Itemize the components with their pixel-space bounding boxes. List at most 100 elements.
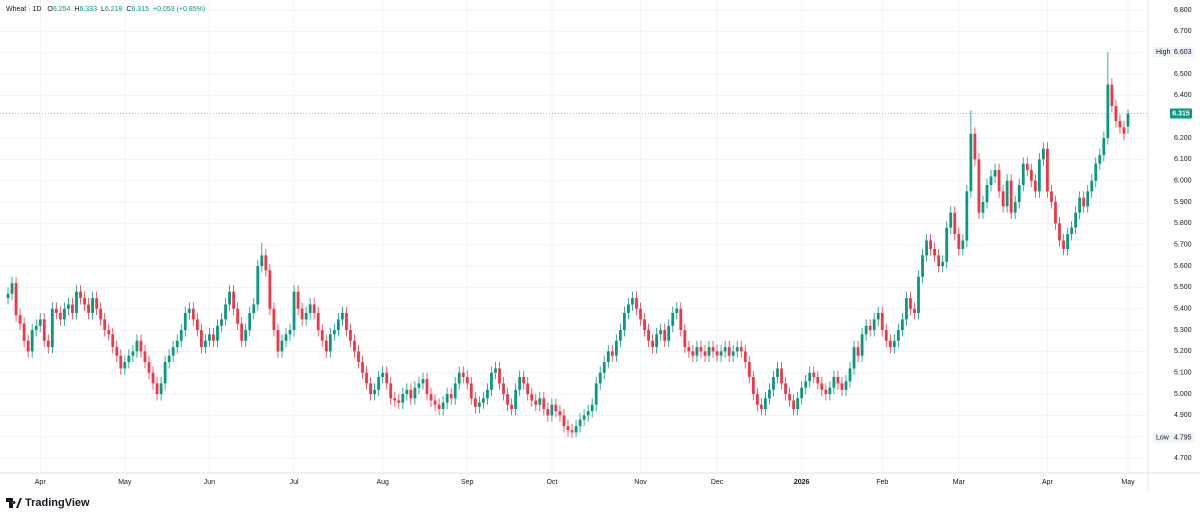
candle-body <box>808 372 812 382</box>
candle-body <box>945 227 949 262</box>
ohlc-prefix: L <box>100 6 105 13</box>
candle-body <box>240 323 244 341</box>
candle-body <box>220 319 223 326</box>
candle-body <box>558 411 562 416</box>
candle-body <box>598 372 602 384</box>
candle-body <box>953 212 957 235</box>
candle-body <box>663 330 667 341</box>
candle-body <box>514 389 518 409</box>
candle-body <box>759 404 763 409</box>
candle-body <box>288 330 292 335</box>
candle-body <box>578 419 582 427</box>
candle-body <box>864 325 868 335</box>
candle-body <box>977 159 981 213</box>
x-tick-label: Jul <box>290 479 299 486</box>
candle-body <box>1050 191 1053 203</box>
candle-body <box>913 308 916 313</box>
candle-body <box>457 372 461 384</box>
candle-body <box>30 330 34 352</box>
candle-body <box>715 351 719 356</box>
candle-body <box>437 404 441 409</box>
candle-body <box>659 330 663 335</box>
candle-body <box>494 368 497 373</box>
candle-body <box>71 304 74 313</box>
candle-body <box>981 202 985 213</box>
candle-body <box>42 319 46 341</box>
candle-body <box>691 351 695 356</box>
y-tick-label: 6.100 <box>1174 156 1192 163</box>
candle-body <box>969 133 973 192</box>
candle-body <box>832 376 836 388</box>
last-price-label: 6.315 <box>1172 110 1190 117</box>
candle-body <box>852 347 856 369</box>
candle-body <box>550 404 554 416</box>
candle-body <box>836 376 840 384</box>
candle-body <box>526 383 530 395</box>
high-marker-box <box>1153 47 1195 58</box>
candle-body <box>377 376 381 390</box>
candle-body <box>397 400 401 403</box>
candle-body <box>167 355 171 363</box>
candle-body <box>582 415 586 420</box>
x-tick-label: Feb <box>876 479 888 486</box>
ohlc-prefix: C <box>126 6 132 13</box>
candle-body <box>884 330 888 341</box>
candle-body <box>256 266 260 305</box>
candle-body <box>631 298 634 305</box>
candle-body <box>260 255 264 267</box>
candle-body <box>522 376 526 384</box>
x-tick-label: Mar <box>953 479 966 486</box>
y-tick-label: 5.000 <box>1174 391 1192 398</box>
candle-body <box>1094 163 1098 181</box>
candle-body <box>292 291 296 331</box>
candle-body <box>441 402 445 409</box>
logo[interactable]: TradingView <box>6 497 90 509</box>
x-tick-label: Jun <box>204 479 215 486</box>
candle-body <box>1066 234 1069 249</box>
candle-body <box>695 347 699 356</box>
candle-body <box>888 340 892 348</box>
candle-body <box>518 376 522 390</box>
candle-body <box>1058 223 1061 241</box>
candle-body <box>445 394 449 403</box>
candle-body <box>1122 127 1126 134</box>
candle-body <box>880 312 884 331</box>
candle-body <box>1114 106 1118 121</box>
candle-body <box>224 304 227 320</box>
candle-body <box>268 270 272 309</box>
candle-body <box>477 402 481 407</box>
candle-body <box>747 362 751 377</box>
candle-body <box>481 398 485 403</box>
candle-body <box>216 325 219 341</box>
candle-body <box>739 347 743 352</box>
candle-body <box>1009 180 1013 213</box>
candle-body <box>179 330 183 341</box>
candle-body <box>473 398 477 407</box>
candle-body <box>909 298 912 309</box>
candle-body <box>490 372 493 390</box>
logo-text: TradingView <box>25 497 90 509</box>
candle-body <box>1074 212 1078 228</box>
candle-body <box>1126 113 1130 127</box>
candle-body <box>1098 155 1102 164</box>
candle-body <box>780 368 783 384</box>
candle-body <box>38 319 42 326</box>
candle-body <box>586 411 590 416</box>
candle-body <box>365 372 368 384</box>
candle-body <box>921 255 924 277</box>
candle-body <box>155 383 159 395</box>
candle-body <box>764 398 767 409</box>
candle-body <box>949 212 953 228</box>
candle-body <box>627 304 630 313</box>
candle-body <box>300 308 304 320</box>
candle-body <box>135 340 139 352</box>
candle-body <box>1033 180 1037 192</box>
candle-body <box>534 400 538 405</box>
candle-body <box>614 340 618 356</box>
candle-body <box>204 340 207 348</box>
candle-body <box>683 330 687 348</box>
candle-body <box>151 372 155 384</box>
x-tick-label: Apr <box>1042 479 1054 486</box>
candle-body <box>868 325 872 331</box>
